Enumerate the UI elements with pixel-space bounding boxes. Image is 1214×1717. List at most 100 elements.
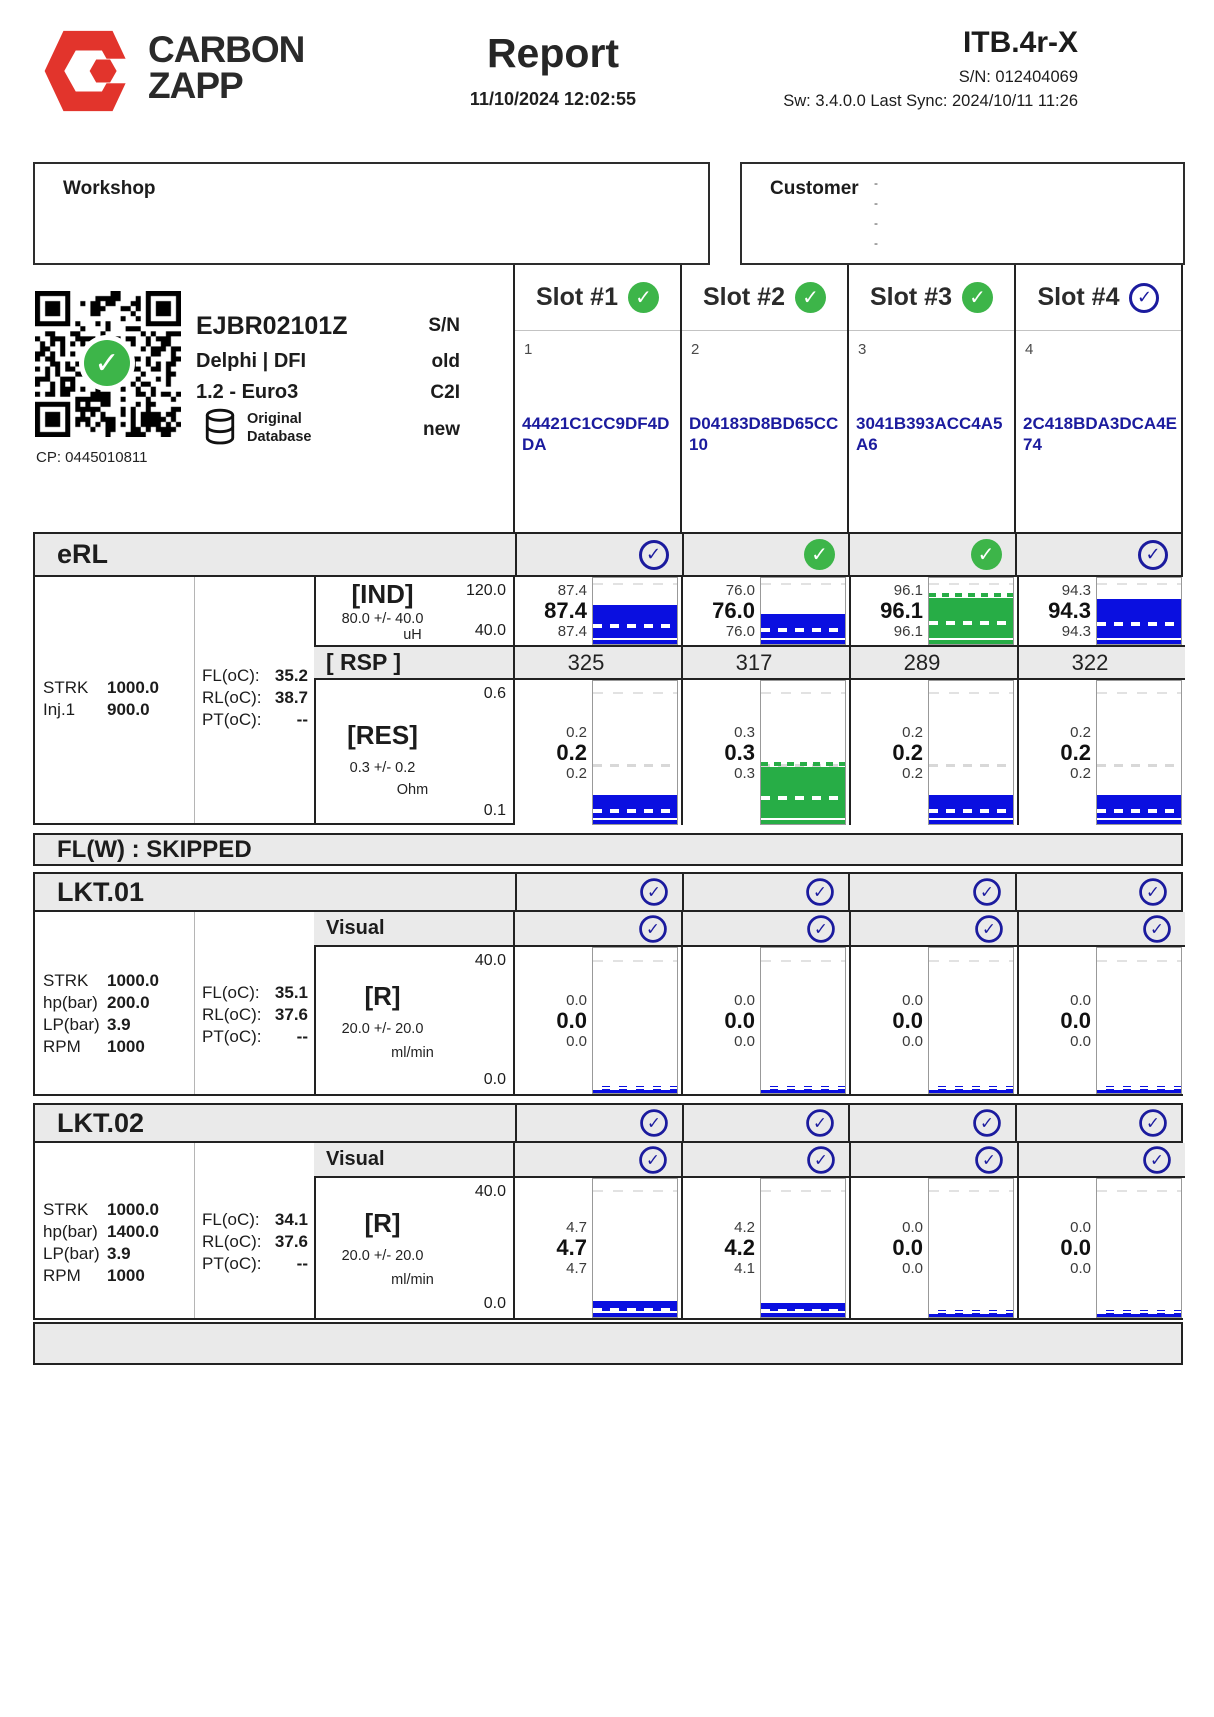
check-icon-blue: ✓ xyxy=(638,539,669,570)
scale-min: 40.0 xyxy=(474,622,506,639)
device-model: ITB.4r-X xyxy=(962,26,1078,59)
res-slot4-cell: 0.2 0.2 0.2 xyxy=(1019,680,1185,825)
res-slot1-cell: 0.2 0.2 0.2 xyxy=(515,680,683,825)
slot-index: 2 xyxy=(691,341,700,358)
check-icon-blue: ✓ xyxy=(806,1109,834,1137)
value-max: 0.2 xyxy=(902,723,923,741)
measure-bar xyxy=(592,947,678,1094)
measure-values: 87.4 87.4 87.4 xyxy=(515,577,587,645)
divider xyxy=(314,1143,316,1318)
measure-values: 0.2 0.2 0.2 xyxy=(851,680,923,825)
lkt01-section-header: LKT.01 ✓ ✓ ✓ ✓ xyxy=(33,872,1183,912)
measure-bar xyxy=(592,577,678,645)
value-min: 76.0 xyxy=(725,623,755,640)
visual-slot2-status: ✓ xyxy=(683,1143,851,1176)
value-avg: 76.0 xyxy=(712,598,755,623)
measure-bar xyxy=(760,680,846,825)
workshop-box: Workshop xyxy=(33,162,710,265)
check-icon-blue: ✓ xyxy=(807,914,835,943)
measure-bar xyxy=(928,680,1014,825)
param-value: 1000.0 xyxy=(107,971,159,990)
lkt01-visual-row: Visual ✓ ✓ ✓ ✓ xyxy=(314,912,1185,947)
value-min: 0.0 xyxy=(1070,1032,1091,1050)
workshop-label: Workshop xyxy=(63,178,156,199)
flw-skipped-label: FL(W) : SKIPPED xyxy=(57,835,252,863)
scale-max: 40.0 xyxy=(474,952,506,969)
visual-label: Visual xyxy=(314,912,515,945)
value-avg: 0.0 xyxy=(892,1235,923,1260)
param-value: -- xyxy=(296,710,308,729)
value-min: 87.4 xyxy=(557,623,587,640)
scale-max: 120.0 xyxy=(465,582,506,599)
value-max: 4.2 xyxy=(734,1219,755,1236)
label-c2i: C2I xyxy=(430,382,460,403)
rsp-value: 322 xyxy=(1071,649,1109,675)
visual-slot1-status: ✓ xyxy=(515,1143,683,1176)
lkt02-params-mid: FL(oC): 34.1 RL(oC): 37.6 PT(oC): -- xyxy=(202,1209,308,1275)
check-icon-blue: ✓ xyxy=(972,878,1001,906)
ind-label-box: [IND] 80.0 +/- 40.0 uH 120.0 40.0 xyxy=(314,577,515,645)
carbon-zapp-logo-icon xyxy=(44,30,138,112)
param-key: hp(bar) xyxy=(43,1222,98,1241)
erl-section-header: eRL ✓ ✓ ✓ ✓ xyxy=(33,532,1183,577)
value-avg: 4.2 xyxy=(724,1235,755,1260)
value-avg: 0.0 xyxy=(1060,1007,1091,1033)
check-icon-blue: ✓ xyxy=(1143,914,1171,943)
lkt02-params-left: STRK 1000.0 hp(bar) 1400.0 LP(bar) 3.9 RPM 1… xyxy=(43,1199,159,1287)
param-key: STRK xyxy=(43,1200,89,1219)
divider xyxy=(194,577,195,823)
measure-values: 96.1 96.1 96.1 xyxy=(851,577,923,645)
erl-section-body: STRK 1000.0 Inj.1 900.0 FL(oC): 35.2 RL(oC)… xyxy=(33,577,1185,825)
measure-values: 0.0 0.0 0.0 xyxy=(1019,1178,1091,1318)
lkt02-slot1-cell: 4.7 4.7 4.7 xyxy=(515,1178,683,1318)
check-icon-blue: ✓ xyxy=(806,878,834,906)
scale-max: 0.6 xyxy=(483,685,506,702)
slot-index: 4 xyxy=(1025,341,1034,358)
slot-c2i-code: 44421C1CC9DF4DDA xyxy=(522,414,670,455)
label-new: new xyxy=(423,419,460,440)
slot-column-1: Slot #1 ✓ 1 44421C1CC9DF4DDA xyxy=(513,265,680,532)
slot-c2i-code: 3041B393ACC4A5A6 xyxy=(856,414,1003,455)
slot-column-2: Slot #2 ✓ 2 D04183D8BD65CC10 xyxy=(680,265,847,532)
param-value: 35.2 xyxy=(274,666,308,685)
brand-name: CARBON ZAPP xyxy=(148,29,305,105)
lkt02-title: LKT.02 xyxy=(57,1107,145,1138)
param-key: RPM xyxy=(43,1037,81,1056)
divider xyxy=(194,912,195,1094)
rsp-value: 289 xyxy=(903,649,941,675)
check-icon-blue: ✓ xyxy=(1138,539,1168,570)
brand-line1: CARBON xyxy=(148,29,305,70)
value-min: 0.0 xyxy=(734,1032,755,1050)
injector-variant: 1.2 - Euro3 xyxy=(196,381,299,403)
lkt01-params-mid: FL(oC): 35.1 RL(oC): 37.6 PT(oC): -- xyxy=(202,982,308,1048)
value-min: 94.3 xyxy=(1061,623,1091,640)
measure-values: 0.0 0.0 0.0 xyxy=(683,947,755,1094)
lkt01-slot3-cell: 0.0 0.0 0.0 xyxy=(851,947,1019,1094)
slot-header-grid: Slot #1 ✓ 1 44421C1CC9DF4DDA Slot #2 ✓ 2 D… xyxy=(513,265,1183,532)
rsp-value: 317 xyxy=(735,649,773,675)
value-avg: 87.4 xyxy=(544,598,587,623)
rsp-label: [ RSP ] xyxy=(314,647,515,678)
report-title-block: Report 11/10/2024 12:02:55 xyxy=(393,30,713,110)
value-max: 0.0 xyxy=(1070,991,1091,1009)
ind-slot4-cell: 94.3 94.3 94.3 xyxy=(1019,577,1185,645)
injector-cp: CP: 0445010811 xyxy=(36,449,148,466)
lkt02-slot3-cell: 0.0 0.0 0.0 xyxy=(851,1178,1019,1318)
report-datetime: 11/10/2024 12:02:55 xyxy=(469,89,637,109)
measure-bar xyxy=(1096,947,1182,1094)
lkt01-slot4-status: ✓ xyxy=(1014,874,1182,910)
rsp-value: 325 xyxy=(567,649,605,675)
param-key: PT(oC): xyxy=(202,710,262,729)
visual-slot2-status: ✓ xyxy=(683,912,851,945)
measure-bar xyxy=(1096,680,1182,825)
slot-title-text: Slot #4 xyxy=(1037,283,1120,311)
param-key: STRK xyxy=(43,678,89,697)
slot-column-4: Slot #4 ✓ 4 2C418BDA3DCA4E74 xyxy=(1014,265,1181,532)
param-value: 1000.0 xyxy=(107,1200,159,1219)
measure-values: 0.0 0.0 0.0 xyxy=(1019,947,1091,1094)
customer-mark: - xyxy=(874,176,878,190)
measure-values: 0.0 0.0 0.0 xyxy=(515,947,587,1094)
param-key: FL(oC): xyxy=(202,1210,260,1229)
label-old: old xyxy=(431,351,461,372)
